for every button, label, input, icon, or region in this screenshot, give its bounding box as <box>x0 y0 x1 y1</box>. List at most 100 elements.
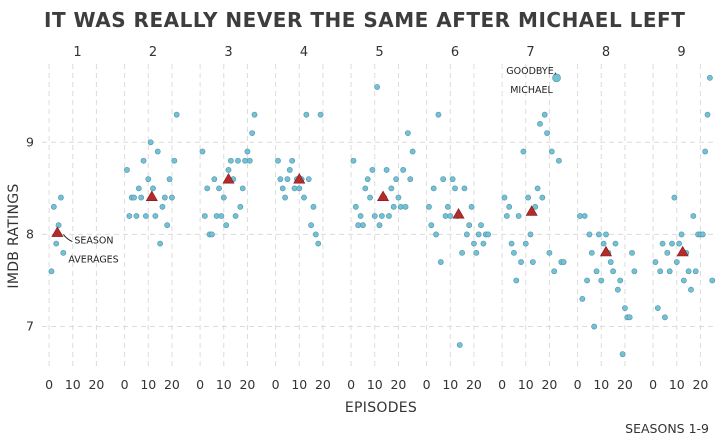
episode-point <box>244 148 251 155</box>
chart-caption: SEASONS 1-9 <box>625 421 709 436</box>
episode-point <box>142 213 149 219</box>
episode-point <box>612 240 619 247</box>
episode-point <box>440 176 447 183</box>
episode-point <box>164 222 171 229</box>
x-tick-label: 0 <box>45 377 53 392</box>
episode-point <box>537 120 543 127</box>
episode-point <box>688 286 694 293</box>
season-average-marker <box>676 245 689 257</box>
episode-point <box>352 203 359 210</box>
episode-point <box>614 286 621 293</box>
episode-point <box>579 296 586 302</box>
episode-point <box>437 259 444 265</box>
episode-point <box>216 185 222 192</box>
season-average-marker <box>525 205 538 216</box>
episode-point <box>475 231 482 238</box>
facet-label: 8 <box>602 45 610 60</box>
episode-point <box>397 203 404 210</box>
episode-point <box>527 231 534 238</box>
episode-point <box>360 222 366 229</box>
episode-point <box>355 222 362 229</box>
episode-point <box>525 194 532 201</box>
x-tick-label: 10 <box>65 377 81 392</box>
x-tick-label: 10 <box>140 377 156 392</box>
episode-point <box>235 157 241 164</box>
episode-point <box>452 185 458 192</box>
episode-point <box>407 176 414 183</box>
episode-point <box>145 176 152 183</box>
episode-point <box>546 249 553 256</box>
episode-point <box>430 185 437 192</box>
episode-point <box>631 268 638 275</box>
episode-point <box>506 203 513 210</box>
episode-point <box>707 74 713 81</box>
episode-point <box>603 231 609 238</box>
annotation-arrow <box>62 234 73 243</box>
episode-points <box>48 73 716 358</box>
episode-point <box>560 259 567 265</box>
episode-point <box>378 213 385 219</box>
episode-point <box>534 185 541 192</box>
episode-point <box>173 111 180 118</box>
episode-point <box>709 277 716 284</box>
episode-point <box>133 213 140 219</box>
episode-point <box>447 213 454 219</box>
x-tick-label: 20 <box>239 377 255 392</box>
episode-point <box>662 314 668 321</box>
episode-point <box>617 277 624 284</box>
episode-point <box>598 277 605 284</box>
y-tick-label: 9 <box>26 134 34 149</box>
episode-point <box>654 305 661 312</box>
episode-point <box>310 203 317 210</box>
episode-point <box>511 249 517 256</box>
episode-point <box>277 176 284 183</box>
x-tick-label: 20 <box>164 377 180 392</box>
x-tick-label: 10 <box>367 377 383 392</box>
episode-point <box>317 111 324 118</box>
episode-point <box>374 84 381 90</box>
episode-point <box>459 249 465 256</box>
episode-point <box>301 194 307 201</box>
episode-point <box>223 222 230 229</box>
episode-point <box>586 231 593 238</box>
y-axis-ticks: 7 8 9 <box>26 134 34 333</box>
episode-point <box>237 203 244 210</box>
episode-point <box>626 314 633 321</box>
episode-point <box>291 185 298 192</box>
episode-point <box>468 203 475 210</box>
season-average-marker <box>222 173 235 184</box>
episode-point <box>124 167 130 173</box>
episode-point <box>275 157 281 164</box>
x-tick-label: 10 <box>216 377 232 392</box>
episode-point <box>515 213 522 219</box>
episode-point <box>541 111 548 118</box>
episode-point <box>48 268 55 275</box>
episode-point <box>147 139 154 146</box>
episode-point <box>53 240 60 247</box>
episode-point <box>591 323 598 330</box>
season-average-marker <box>452 208 465 219</box>
episode-point <box>282 194 288 201</box>
episode-point <box>673 259 680 265</box>
episode-point <box>501 194 508 201</box>
episode-point <box>152 213 159 219</box>
x-tick-label: 0 <box>649 377 657 392</box>
episode-point <box>444 203 451 210</box>
episode-point <box>390 203 397 210</box>
episode-point <box>388 185 395 192</box>
episode-point <box>131 194 137 201</box>
episode-point <box>357 213 364 219</box>
episode-point <box>204 185 211 192</box>
episode-point <box>664 249 671 256</box>
episode-point <box>584 277 590 284</box>
episode-point <box>289 157 296 164</box>
episode-point <box>350 157 357 164</box>
x-axis-title: EPISODES <box>345 400 417 416</box>
episode-point <box>308 222 314 229</box>
episode-point <box>548 148 555 155</box>
annotation-text: MICHAEL <box>510 85 553 96</box>
episode-point <box>607 259 614 265</box>
episode-point <box>449 176 456 183</box>
episode-point <box>367 194 373 201</box>
x-tick-label: 0 <box>121 377 129 392</box>
